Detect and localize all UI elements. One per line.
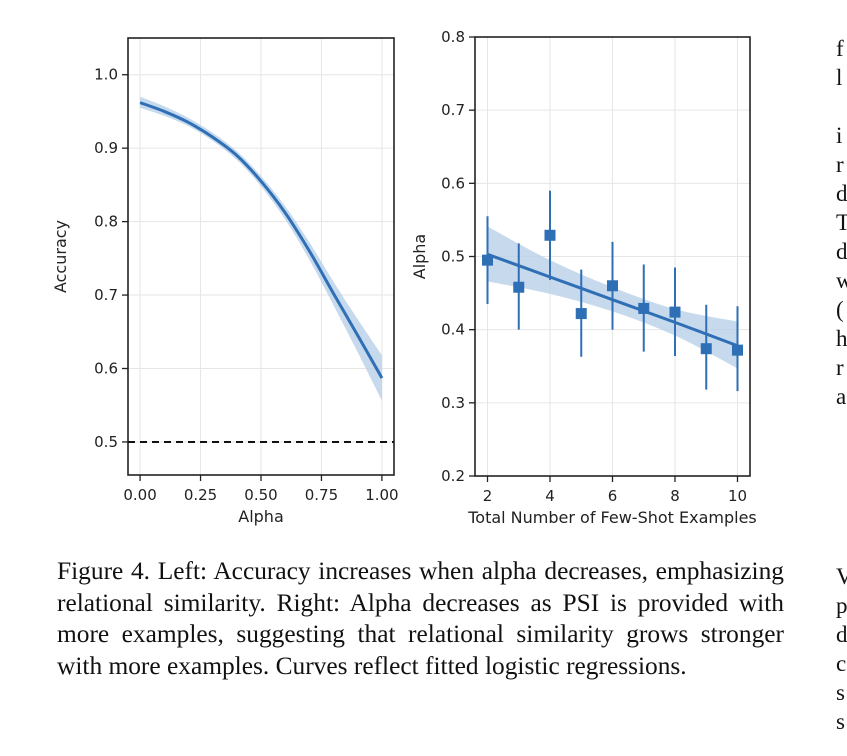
data-point-marker	[669, 306, 681, 318]
y-axis-label: Accuracy	[51, 220, 70, 293]
fitted-curve	[139, 101, 384, 379]
data-point-marker	[482, 254, 493, 266]
column-line-fragment: l	[836, 65, 843, 90]
column-line-fragment: T	[836, 210, 847, 235]
x-tick-label: 2	[483, 487, 493, 505]
column-line-fragment: a	[836, 384, 847, 409]
y-tick-label: 0.5	[441, 248, 465, 266]
column-line-fragment: r	[836, 152, 844, 177]
x-tick-label: 8	[670, 487, 680, 505]
x-tick-label: 4	[545, 487, 555, 505]
y-tick-label: 0.3	[441, 394, 465, 412]
y-tick-label: 0.8	[94, 213, 118, 231]
column-line-fragment: (	[836, 297, 844, 322]
column-line-fragment: d	[836, 181, 847, 206]
x-tick-label: 10	[728, 487, 747, 505]
column-line-fragment: V	[836, 564, 847, 589]
x-tick-label: 0.00	[123, 486, 156, 504]
y-tick-label: 0.6	[94, 360, 118, 378]
column-line-fragment: i	[836, 123, 843, 148]
column-line-fragment: s	[836, 709, 845, 734]
data-point-marker	[607, 280, 618, 292]
data-point-marker	[575, 308, 587, 320]
column-line-fragment: s	[836, 680, 845, 705]
column-line-fragment: h	[836, 326, 847, 351]
y-tick-label: 0.8	[441, 28, 465, 46]
y-tick-label: 0.5	[94, 433, 118, 451]
x-tick-label: 1.00	[365, 486, 398, 504]
data-point-marker	[732, 344, 743, 356]
x-axis-label: Alpha	[238, 507, 284, 526]
y-tick-label: 0.4	[441, 321, 465, 339]
y-tick-label: 0.2	[441, 467, 465, 485]
y-tick-label: 1.0	[94, 66, 118, 84]
y-tick-label: 0.6	[441, 174, 465, 192]
x-tick-label: 6	[608, 487, 618, 505]
x-axis-label: Total Number of Few-Shot Examples	[467, 508, 757, 527]
column-line-fragment: w	[836, 268, 847, 293]
left-accuracy-chart: 0.00 0.25 0.50 0.75 1.00 0.5 0.6 0.7 0.8 0.9 1.0 Al…	[51, 37, 399, 526]
figure-4: 0.00 0.25 0.50 0.75 1.00 0.5 0.6 0.7 0.8 0.9 1.0 Al…	[51, 28, 757, 527]
x-tick-label: 0.25	[184, 486, 217, 504]
column-line-fragment: d	[836, 239, 847, 264]
data-point-marker	[700, 343, 712, 355]
data-point-marker	[513, 281, 525, 293]
y-tick-label: 0.7	[441, 101, 465, 119]
right-alpha-chart: 2 4 6 8 10 0.2 0.3 0.4 0.5 0.6 0.7 0.8 Total Number …	[410, 28, 757, 527]
data-point-marker	[544, 229, 556, 241]
x-tick-label: 0.50	[244, 486, 277, 504]
column-line-fragment: c	[836, 651, 847, 676]
column-line-fragment	[836, 92, 847, 121]
y-tick-label: 0.7	[94, 286, 118, 304]
y-axis-label: Alpha	[410, 234, 429, 280]
column-line-fragment: r	[836, 355, 844, 380]
x-tick-label: 0.75	[305, 486, 338, 504]
column-line-fragment: f	[836, 36, 844, 61]
y-tick-label: 0.9	[94, 139, 118, 157]
column-line-fragment: d	[836, 622, 847, 647]
column-line-fragment: p	[836, 593, 847, 618]
figure-caption: Figure 4. Left: Accuracy increases when …	[57, 557, 784, 680]
data-point-marker	[638, 302, 650, 314]
